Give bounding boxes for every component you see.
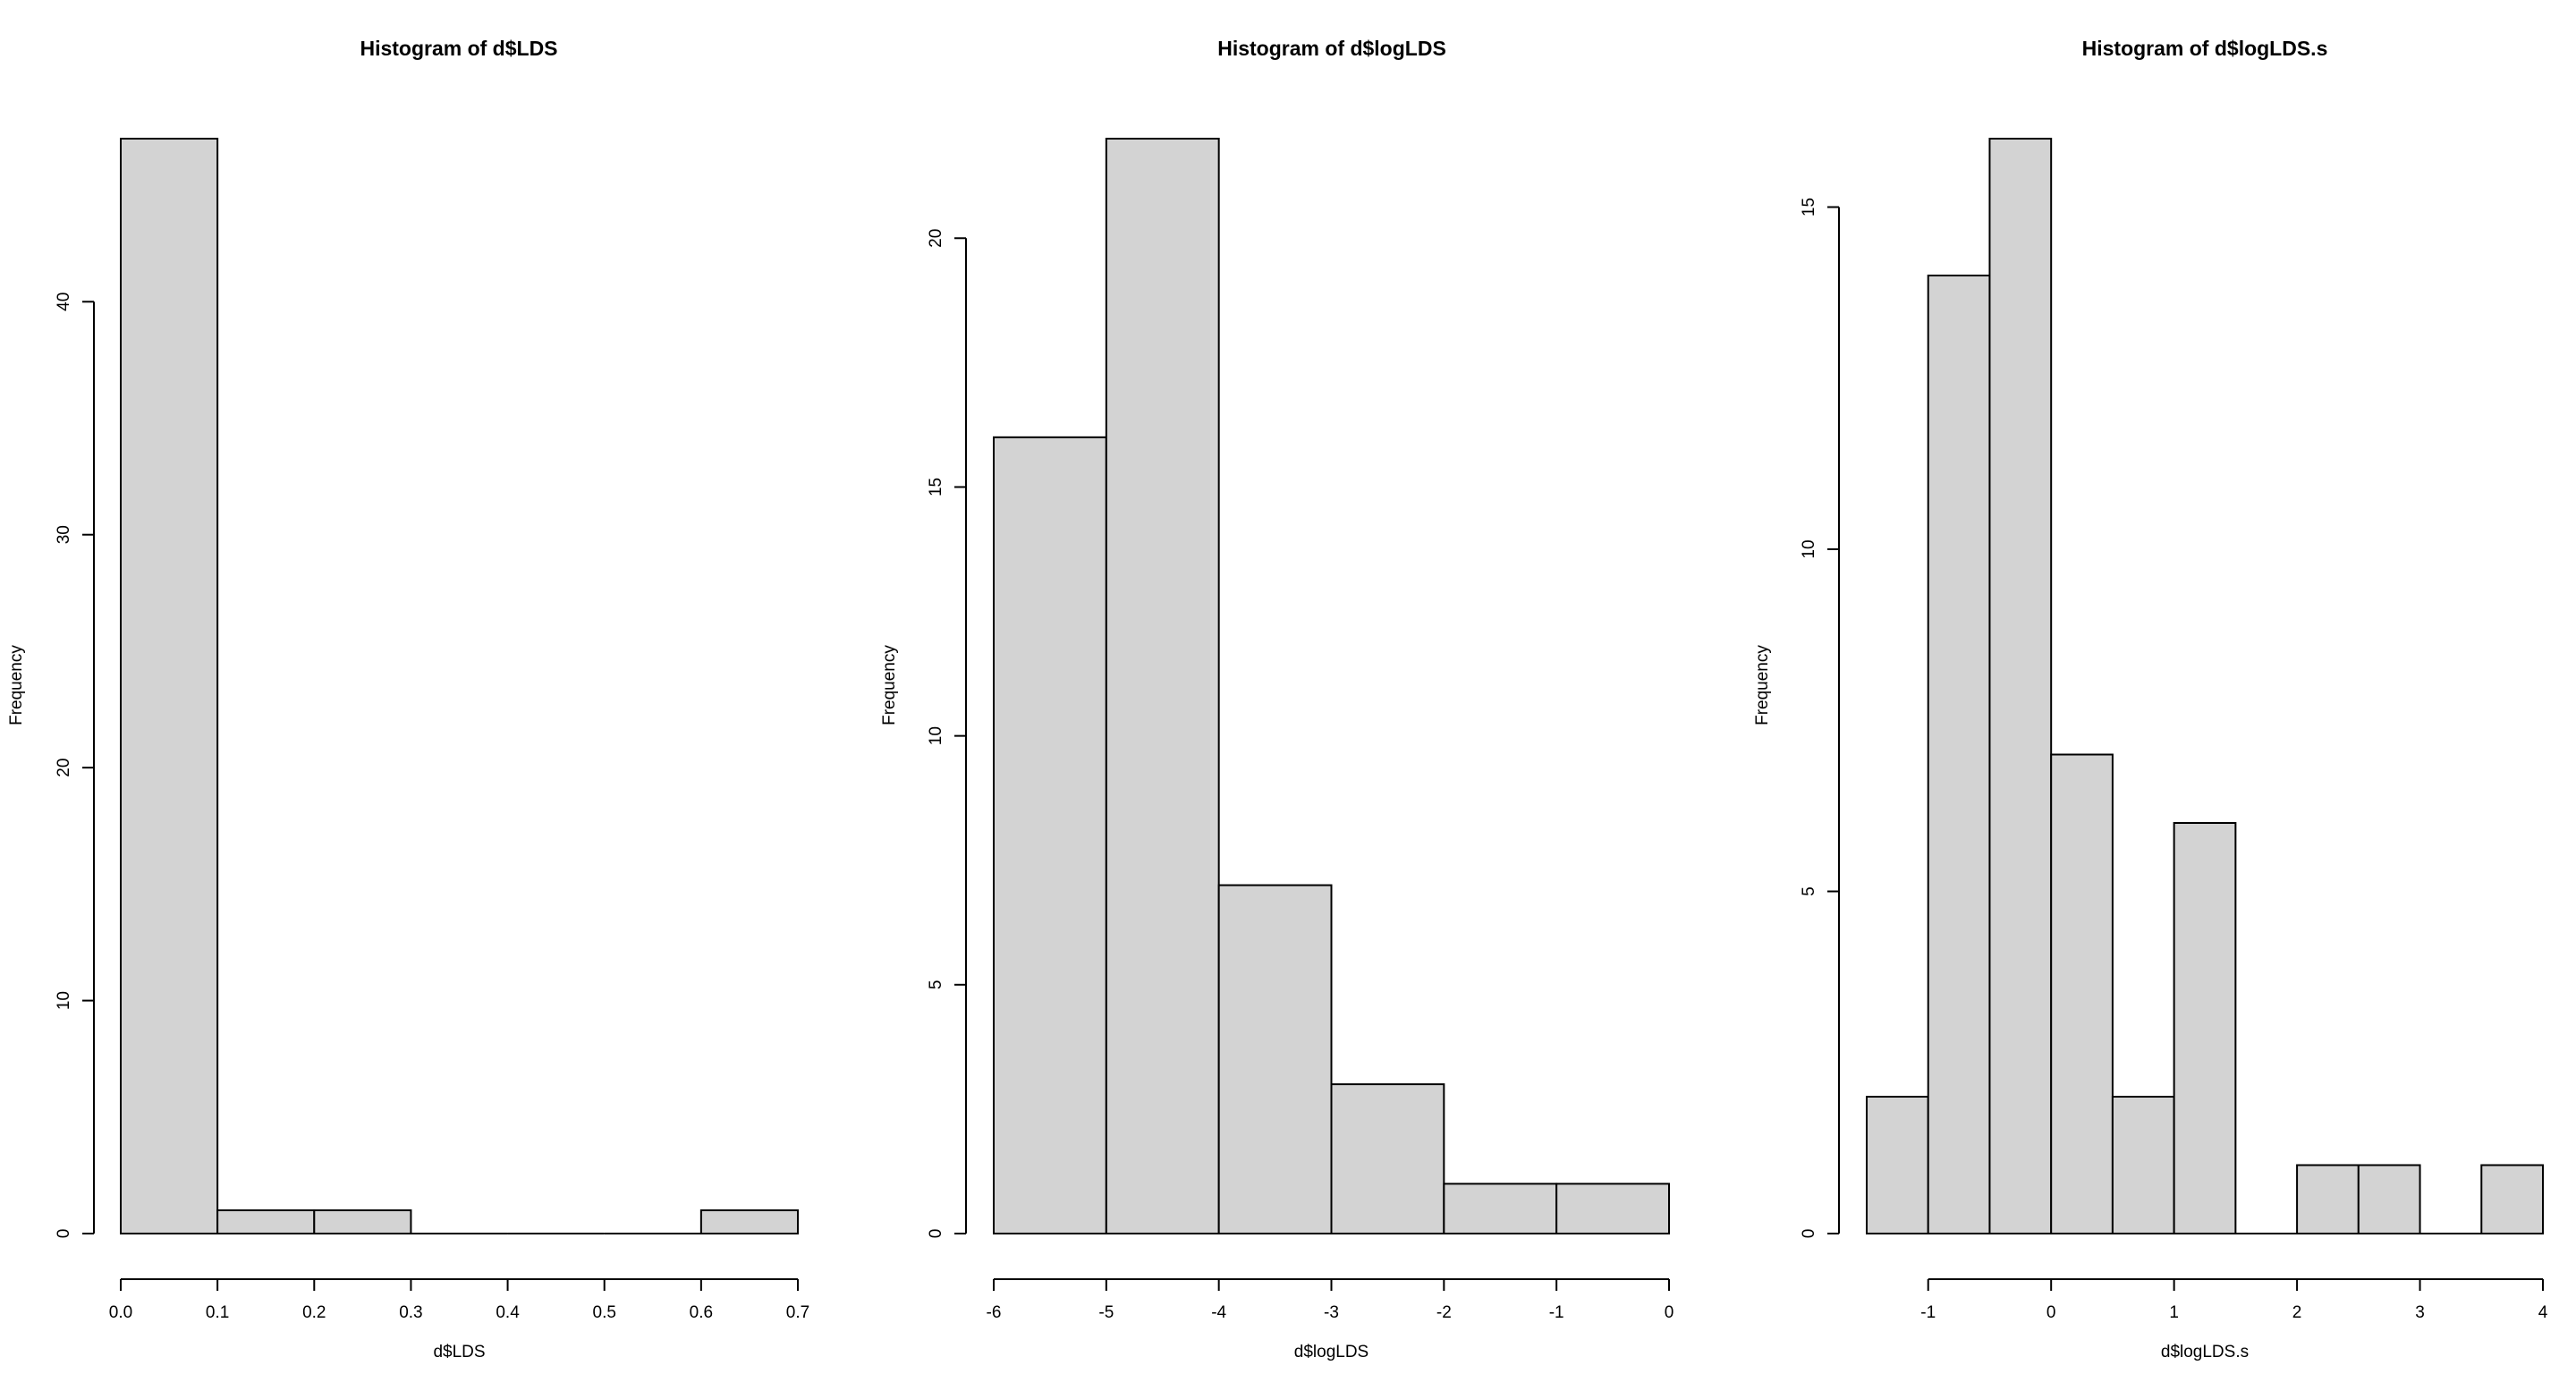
x-tick-label: -4 (1211, 1303, 1226, 1322)
chart-title: Histogram of d$LDS (360, 37, 557, 60)
y-tick-label: 0 (55, 1229, 73, 1239)
x-tick-label: -2 (1436, 1303, 1452, 1322)
x-tick-label: 1 (2169, 1303, 2179, 1322)
y-tick-label: 30 (55, 525, 73, 544)
bars (993, 138, 1670, 1235)
x-tick-label: 0.1 (206, 1303, 229, 1322)
x-tick-label: 0.4 (496, 1303, 520, 1322)
histogram-bar (2296, 1164, 2360, 1234)
y-axis: 0 5 10 15 20 (927, 229, 967, 1239)
x-tick-label: 4 (2538, 1303, 2548, 1322)
histogram-bar (2173, 822, 2237, 1234)
x-tick-label: -5 (1098, 1303, 1114, 1322)
x-axis: -6 -5 -4 -3 -2 -1 0 (987, 1278, 1674, 1322)
histogram-bar (1330, 1083, 1445, 1235)
y-tick-label: 5 (1800, 886, 1818, 896)
x-tick-label: 0 (2046, 1303, 2056, 1322)
histogram-bar (313, 1209, 412, 1234)
histogram-bar (216, 1209, 316, 1234)
x-tick-label: 0.3 (399, 1303, 422, 1322)
y-axis: 0 5 10 15 (1800, 198, 1840, 1239)
y-tick-label: 10 (55, 991, 73, 1010)
x-tick-label: -1 (1549, 1303, 1564, 1322)
y-axis: 0 10 20 30 40 (55, 293, 95, 1239)
y-tick-label: 10 (927, 726, 945, 745)
x-axis: 0.0 0.1 0.2 0.3 0.4 0.5 0.6 0.7 (109, 1278, 809, 1322)
x-tick-label: 0.5 (593, 1303, 616, 1322)
x-tick-label: -6 (987, 1303, 1002, 1322)
y-tick-label: 20 (55, 759, 73, 777)
histogram-bar (993, 436, 1107, 1234)
x-tick-label: -1 (1920, 1303, 1936, 1322)
histogram-bar (1988, 138, 2053, 1234)
histogram-panel-ldss: Histogram of d$LDS d$LDS Frequency 0.0 0.… (7, 37, 809, 1361)
x-axis-label: d$logLDS.s (2161, 1343, 2249, 1361)
chart-title: Histogram of d$logLDS (1217, 37, 1446, 60)
bars (1866, 138, 2544, 1234)
y-tick-label: 0 (1800, 1229, 1818, 1239)
histogram-bar (2050, 753, 2114, 1234)
y-axis-label: Frequency (7, 645, 26, 725)
histogram-bar (1105, 138, 1220, 1234)
x-axis-label: d$LDS (433, 1343, 485, 1361)
histogram-bar (1555, 1183, 1670, 1235)
histogram-panel-loglds-s: Histogram of d$logLDS.s d$logLDS.s Frequ… (1753, 37, 2548, 1361)
x-axis: -1 0 1 2 3 4 (1920, 1278, 2548, 1322)
y-tick-label: 10 (1800, 539, 1818, 558)
y-axis-label: Frequency (1753, 645, 1772, 725)
y-tick-label: 15 (927, 478, 945, 496)
x-tick-label: 0.7 (786, 1303, 809, 1322)
y-tick-label: 5 (927, 980, 945, 990)
histogram-bar (2480, 1164, 2544, 1234)
x-tick-label: 3 (2415, 1303, 2425, 1322)
histogram-bar (1866, 1096, 1929, 1234)
x-tick-label: 0.0 (109, 1303, 132, 1322)
y-axis-label: Frequency (880, 645, 899, 725)
y-tick-label: 15 (1800, 198, 1818, 216)
x-tick-label: 0.6 (690, 1303, 713, 1322)
histogram-bar (2111, 1096, 2175, 1234)
bars (120, 138, 799, 1234)
x-tick-label: 2 (2292, 1303, 2302, 1322)
histogram-bar (1443, 1183, 1558, 1235)
x-axis-label: d$logLDS (1294, 1343, 1368, 1361)
y-tick-label: 40 (55, 293, 73, 311)
histogram-bar (120, 138, 219, 1234)
histogram-bar (1927, 275, 1991, 1234)
histogram-bar (699, 1209, 799, 1234)
x-tick-label: -3 (1324, 1303, 1339, 1322)
y-tick-label: 20 (927, 229, 945, 248)
chart-title: Histogram of d$logLDS.s (2082, 37, 2328, 60)
histogram-bar (2357, 1164, 2421, 1234)
x-tick-label: 0 (1665, 1303, 1674, 1322)
x-tick-label: 0.2 (302, 1303, 326, 1322)
histogram-panel-loglds: Histogram of d$logLDS d$logLDS Frequency… (880, 37, 1674, 1361)
y-tick-label: 0 (927, 1229, 945, 1239)
histogram-bar (1217, 884, 1333, 1235)
